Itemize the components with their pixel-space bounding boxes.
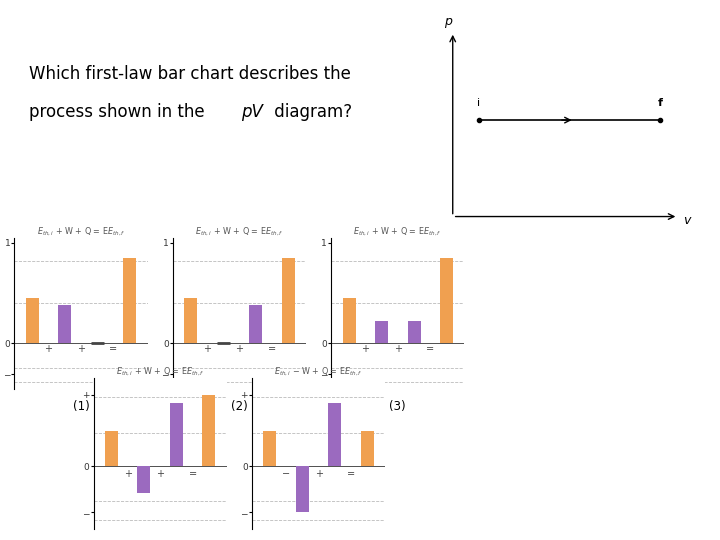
Text: f: f	[657, 98, 662, 108]
Text: =: =	[347, 469, 355, 479]
Bar	[440, 258, 453, 343]
Title: $\mathit{E}$$_{\mathit{th,i}}$ + W + Q = E$\mathit{E}$$_{\mathit{th,f}}$: $\mathit{E}$$_{\mathit{th,i}}$ + W + Q =…	[354, 225, 442, 238]
Text: =: =	[189, 469, 197, 479]
Title: $\mathit{E}$$_{\mathit{th,i}}$ − W + Q = E$\mathit{E}$$_{\mathit{th,f}}$: $\mathit{E}$$_{\mathit{th,i}}$ − W + Q =…	[274, 366, 363, 378]
Text: =: =	[268, 344, 276, 354]
Text: +: +	[77, 344, 85, 354]
Title: $\mathit{E}$$_{\mathit{th,i}}$ + W + Q = E$\mathit{E}$$_{\mathit{th,f}}$: $\mathit{E}$$_{\mathit{th,i}}$ + W + Q =…	[116, 366, 204, 378]
Text: (1): (1)	[73, 400, 89, 414]
Text: +: +	[315, 469, 323, 479]
Text: +: +	[235, 344, 243, 354]
Text: (3): (3)	[390, 400, 406, 414]
Bar	[282, 258, 294, 343]
Bar	[361, 431, 374, 466]
Text: =: =	[109, 344, 117, 354]
Text: pV: pV	[241, 103, 263, 120]
Text: +: +	[124, 469, 132, 479]
Text: diagram?: diagram?	[269, 103, 351, 120]
Bar	[408, 321, 420, 343]
Text: Which first-law bar chart describes the: Which first-law bar chart describes the	[29, 65, 351, 83]
Title: $\mathit{E}$$_{\mathit{th,i}}$ + W + Q = E$\mathit{E}$$_{\mathit{th,f}}$: $\mathit{E}$$_{\mathit{th,i}}$ + W + Q =…	[37, 225, 125, 238]
Bar	[343, 298, 356, 343]
Text: +: +	[203, 344, 211, 354]
Text: p: p	[444, 15, 451, 28]
Text: i: i	[477, 98, 480, 108]
Bar	[328, 403, 341, 466]
Text: −: −	[282, 469, 290, 479]
Text: +: +	[45, 344, 53, 354]
Text: (2): (2)	[231, 400, 248, 414]
Bar	[264, 431, 276, 466]
Text: process shown in the: process shown in the	[29, 103, 210, 120]
Text: v: v	[683, 214, 690, 227]
Bar	[249, 305, 262, 343]
Title: $\mathit{E}$$_{\mathit{th,i}}$ + W + Q = E$\mathit{E}$$_{\mathit{th,f}}$: $\mathit{E}$$_{\mathit{th,i}}$ + W + Q =…	[195, 225, 284, 238]
Bar	[138, 466, 150, 493]
Bar	[296, 466, 309, 512]
Bar	[123, 258, 136, 343]
Text: +: +	[156, 469, 164, 479]
Bar	[184, 298, 197, 343]
Bar	[170, 403, 183, 466]
Bar	[375, 321, 388, 343]
Bar	[58, 305, 71, 343]
Bar	[26, 298, 39, 343]
Bar	[105, 431, 118, 466]
Text: +: +	[394, 344, 402, 354]
Text: =: =	[426, 344, 434, 354]
Bar	[202, 395, 215, 466]
Text: +: +	[361, 344, 369, 354]
